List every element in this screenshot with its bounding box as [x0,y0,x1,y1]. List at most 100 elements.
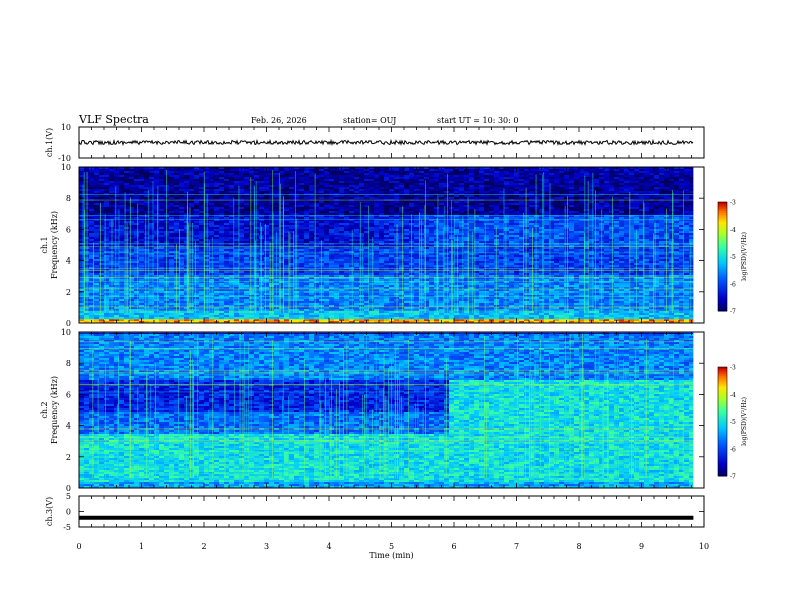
spectrogram-cell [144,207,149,209]
spectrogram-cell [274,207,279,209]
spectrogram-cell [334,219,339,221]
spectrogram-cell [379,173,384,175]
spectrogram-cell [249,181,254,183]
spectrogram-cell [89,225,94,227]
spectrogram-cell [299,219,304,221]
spectrogram-cell [179,205,184,207]
spectrogram-cell [309,251,314,253]
spectrogram-cell [144,297,149,299]
spectrogram-cell [214,261,219,263]
spectrogram-cell [344,267,349,269]
spectrogram-cell [209,233,214,235]
spectrogram-cell [184,311,189,313]
spectrogram-cell [354,297,359,299]
spectrogram-cell [274,187,279,189]
spectrogram-cell [219,271,224,273]
spectrogram-cell [324,223,329,225]
spectrogram-cell [264,239,269,241]
spectrogram-cell [239,175,244,177]
spectrogram-cell [109,175,114,177]
spectrogram-cell [209,307,214,309]
spectrogram-cell [314,219,319,221]
spectrogram-cell [99,255,104,257]
spectrogram-cell [264,275,269,277]
spectrogram-cell [284,311,289,313]
spectrogram-cell [209,273,214,275]
spectrogram-cell [139,301,144,303]
spectrogram-cell [329,229,334,231]
spectrogram-cell [274,227,279,229]
spectrogram-cell [314,177,319,179]
spectrogram-cell [269,295,274,297]
spectrogram-cell [144,213,149,215]
spectrogram-cell [194,203,199,205]
spectrogram-cell [344,213,349,215]
spectrogram-cell [199,319,204,321]
spectrogram-cell [274,215,279,217]
spectrogram-cell [254,315,259,317]
spectrogram-cell [169,189,174,191]
spectrogram-cell [299,209,304,211]
spectrogram-cell [239,279,244,281]
spectrogram-cell [154,249,159,251]
spectrogram-cell [249,299,254,301]
spectrogram-cell [369,229,374,231]
spectrogram-cell [239,177,244,179]
spectrogram-cell [244,219,249,221]
spectrogram-cell [214,223,219,225]
spectrogram-cell [279,183,284,185]
spectrogram-cell [134,315,139,317]
spectrogram-cell [99,271,104,273]
spectrogram-cell [319,179,324,181]
spectrogram-cell [354,205,359,207]
spectrogram-cell [79,261,84,263]
spectrogram-cell [124,195,129,197]
spectrogram-cell [349,253,354,255]
spectrogram-cell [369,185,374,187]
spectrogram-cell [159,187,164,189]
spectrogram-cell [354,269,359,271]
spectrogram-cell [149,193,154,195]
spectrogram-cell [134,285,139,287]
spectrogram-cell [84,181,89,183]
spectrogram-cell [349,301,354,303]
spectrogram-cell [299,203,304,205]
spectrogram-cell [119,297,124,299]
spectrogram-cell [344,215,349,217]
spectrogram-cell [344,281,349,283]
spectrogram-cell [359,249,364,251]
spectrogram-cell [194,173,199,175]
spectrogram-cell [264,187,269,189]
spectrogram-cell [324,283,329,285]
spectrogram-cell [99,169,104,171]
spectrogram-cell [369,261,374,263]
spectrogram-cell [189,263,194,265]
spectrogram-cell [189,297,194,299]
spectrogram-cell [134,185,139,187]
spectrogram-cell [279,279,284,281]
spectrogram-cell [374,235,379,237]
spectrogram-cell [194,259,199,261]
spectrogram-cell [79,297,84,299]
spectrogram-cell [139,173,144,175]
spectrogram-cell [274,201,279,203]
spectrogram-cell [364,203,369,205]
spectrogram-cell [384,185,389,187]
spectrogram-cell [289,195,294,197]
spectrogram-cell [334,315,339,317]
spectrogram-cell [134,239,139,241]
spectrogram-cell [339,311,344,313]
spectrogram-cell [204,321,209,323]
spectrogram-cell [229,265,234,267]
spectrogram-cell [134,203,139,205]
spectrogram-cell [339,233,344,235]
spectrogram-cell [219,249,224,251]
spectrogram-cell [314,267,319,269]
spectrogram-cell [219,299,224,301]
spectrogram-cell [329,235,334,237]
spectrogram-cell [384,231,389,233]
spectrogram-cell [344,305,349,307]
spectrogram-cell [119,275,124,277]
spectrogram-cell [374,169,379,171]
spectrogram-cell [124,303,129,305]
